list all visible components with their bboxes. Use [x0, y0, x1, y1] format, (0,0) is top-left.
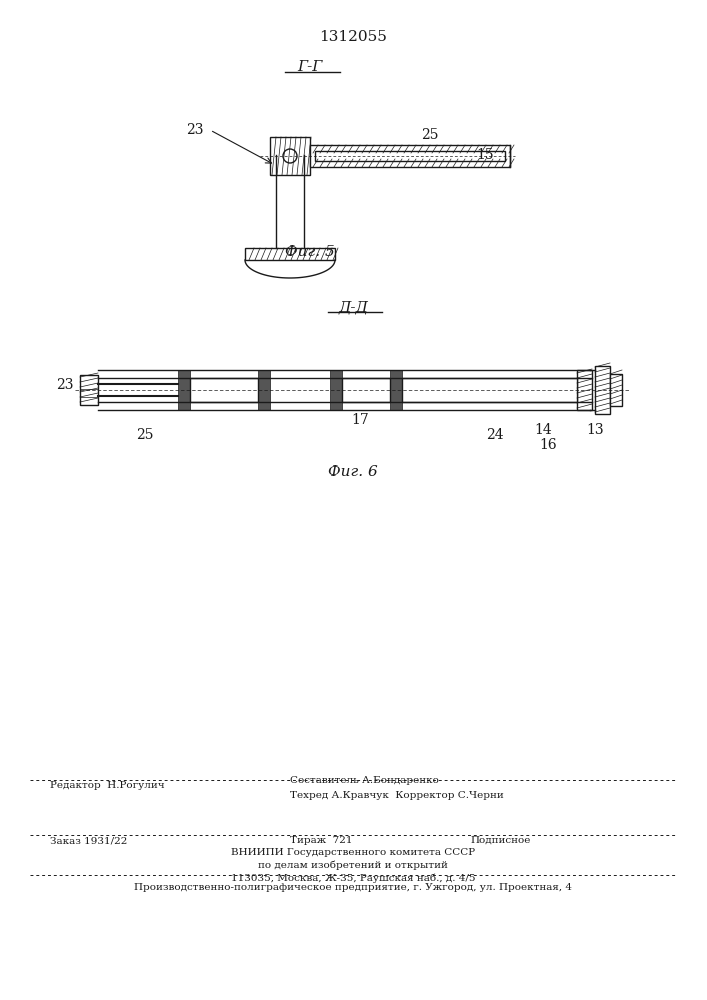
- Text: Редактор  Н.Рогулич: Редактор Н.Рогулич: [50, 781, 165, 790]
- Text: 25: 25: [136, 428, 153, 442]
- Text: Фиг. 5: Фиг. 5: [285, 245, 335, 259]
- Text: Производственно-полиграфическое предприятие, г. Ужгород, ул. Проектная, 4: Производственно-полиграфическое предприя…: [134, 883, 572, 892]
- Text: ВНИИПИ Государственного комитета СССР: ВНИИПИ Государственного комитета СССР: [231, 848, 475, 857]
- Text: Г-Г: Г-Г: [298, 60, 322, 74]
- Text: 16: 16: [539, 438, 557, 452]
- Text: 1312055: 1312055: [319, 30, 387, 44]
- Bar: [258, 370, 270, 410]
- Text: 23: 23: [186, 123, 204, 137]
- Text: Составитель А.Бондаренко: Составитель А.Бондаренко: [290, 776, 439, 785]
- Text: 17: 17: [351, 413, 369, 427]
- Bar: [402, 378, 577, 402]
- Bar: [595, 366, 610, 414]
- Bar: [390, 370, 402, 410]
- Text: Фиг. 6: Фиг. 6: [328, 465, 378, 479]
- Text: Д-Д: Д-Д: [338, 300, 368, 314]
- Bar: [610, 374, 622, 406]
- Bar: [315, 151, 505, 161]
- Text: 25: 25: [421, 128, 439, 142]
- Text: 24: 24: [486, 428, 504, 442]
- Text: Подписное: Подписное: [470, 836, 530, 845]
- Bar: [245, 248, 335, 260]
- Text: по делам изобретений и открытий: по делам изобретений и открытий: [258, 860, 448, 870]
- Bar: [190, 378, 258, 402]
- Bar: [310, 145, 510, 167]
- Text: 13: 13: [586, 423, 604, 437]
- Circle shape: [283, 149, 297, 163]
- Bar: [330, 370, 342, 410]
- Text: 23: 23: [57, 378, 74, 392]
- Text: Заказ 1931/22: Заказ 1931/22: [50, 836, 127, 845]
- Text: 14: 14: [534, 423, 552, 437]
- Text: Техред А.Кравчук  Корректор С.Черни: Техред А.Кравчук Корректор С.Черни: [290, 791, 504, 800]
- Bar: [80, 375, 98, 405]
- Text: 15: 15: [477, 148, 493, 162]
- Text: Тираж  721: Тираж 721: [290, 836, 353, 845]
- Bar: [270, 137, 310, 175]
- Bar: [178, 370, 190, 410]
- Bar: [342, 378, 390, 402]
- Bar: [577, 370, 592, 410]
- Text: 113035, Москва, Ж-35, Раушская наб., д. 4/5: 113035, Москва, Ж-35, Раушская наб., д. …: [230, 874, 475, 883]
